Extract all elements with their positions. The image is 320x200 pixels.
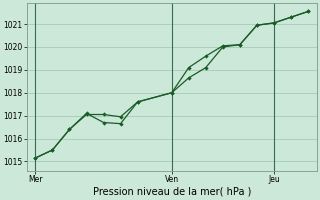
X-axis label: Pression niveau de la mer( hPa ): Pression niveau de la mer( hPa ): [92, 187, 251, 197]
